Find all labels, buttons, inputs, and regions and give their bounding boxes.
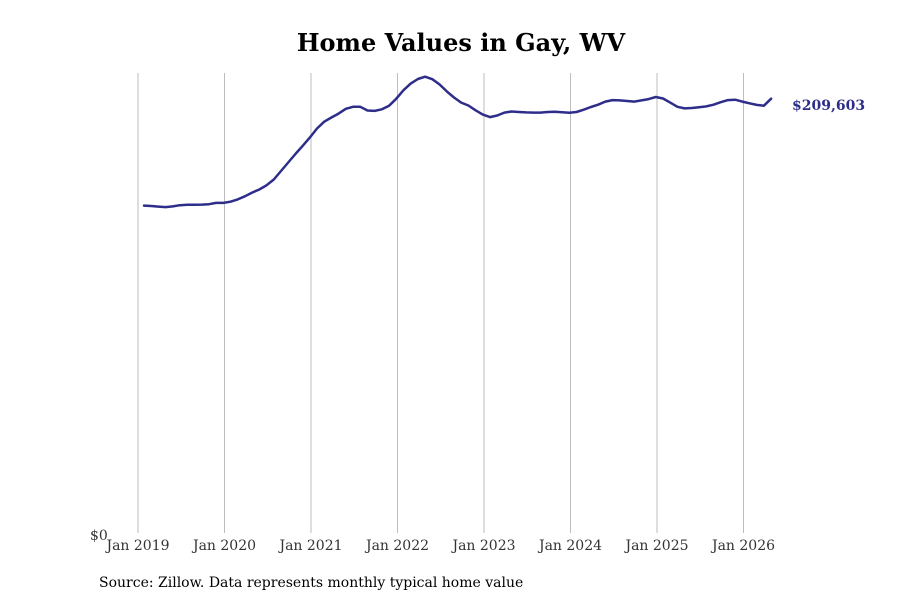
x-tick-label-2026: Jan 2026 [710,538,775,554]
x-tick-label-2025: Jan 2025 [623,538,688,554]
x-tick-label-2021: Jan 2021 [277,538,342,554]
x-tick-label-2019: Jan 2019 [104,538,169,554]
x-tick-label-2024: Jan 2024 [537,538,602,554]
home-value-line [142,75,773,209]
end-value-label: $209,603 [792,98,865,114]
y-tick-label-zero: $0 [90,528,108,544]
x-tick-label-2020: Jan 2020 [191,538,256,554]
x-tick-label-2022: Jan 2022 [364,538,429,554]
gridlines [137,73,744,533]
x-axis-ticks: Jan 2019 Jan 2020 Jan 2021 Jan 2022 Jan 2023… [104,538,775,554]
chart-title: Home Values in Gay, WV [297,28,626,57]
source-note: Source: Zillow. Data represents monthly … [99,575,523,591]
x-tick-label-2023: Jan 2023 [450,538,515,554]
